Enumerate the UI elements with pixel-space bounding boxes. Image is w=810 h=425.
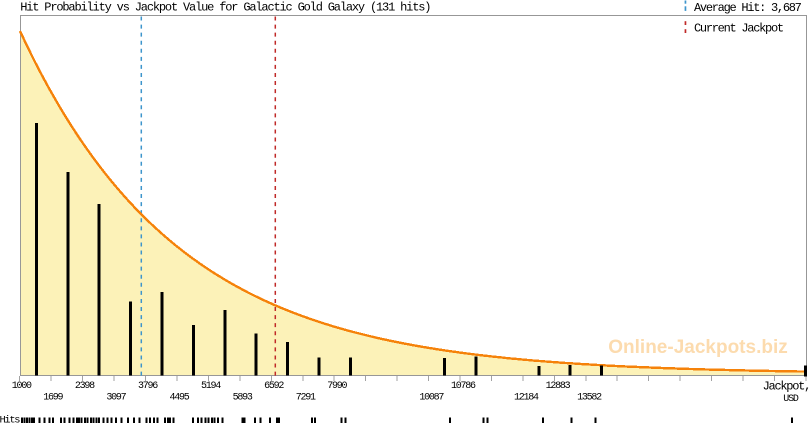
- svg-text:USD: USD: [783, 394, 799, 405]
- svg-text:Jackpot,: Jackpot,: [763, 379, 810, 393]
- svg-text:4495: 4495: [169, 393, 189, 404]
- svg-text:7291: 7291: [296, 393, 316, 404]
- svg-text:12184: 12184: [514, 393, 539, 404]
- svg-text:10087: 10087: [419, 393, 444, 404]
- svg-text:3097: 3097: [106, 393, 126, 404]
- svg-text:1000: 1000: [12, 381, 32, 392]
- svg-text:13582: 13582: [577, 393, 602, 404]
- svg-text:12883: 12883: [546, 381, 571, 392]
- svg-text:7990: 7990: [327, 381, 347, 392]
- svg-text:Average Hit: 3,687: Average Hit: 3,687: [694, 1, 802, 15]
- svg-text:5194: 5194: [201, 381, 221, 392]
- svg-text:6592: 6592: [264, 381, 284, 392]
- svg-text:1699: 1699: [43, 393, 63, 404]
- svg-text:2398: 2398: [75, 381, 95, 392]
- svg-text:Hit Probability vs Jackpot Val: Hit Probability vs Jackpot Value for Gal…: [20, 1, 430, 15]
- svg-text:Current Jackpot: Current Jackpot: [694, 21, 783, 35]
- svg-text:10786: 10786: [451, 381, 476, 392]
- svg-text:Online-Jackpots.biz: Online-Jackpots.biz: [608, 337, 787, 358]
- svg-text:3796: 3796: [138, 381, 158, 392]
- svg-text:5893: 5893: [233, 393, 253, 404]
- svg-text:Hits: Hits: [0, 415, 20, 425]
